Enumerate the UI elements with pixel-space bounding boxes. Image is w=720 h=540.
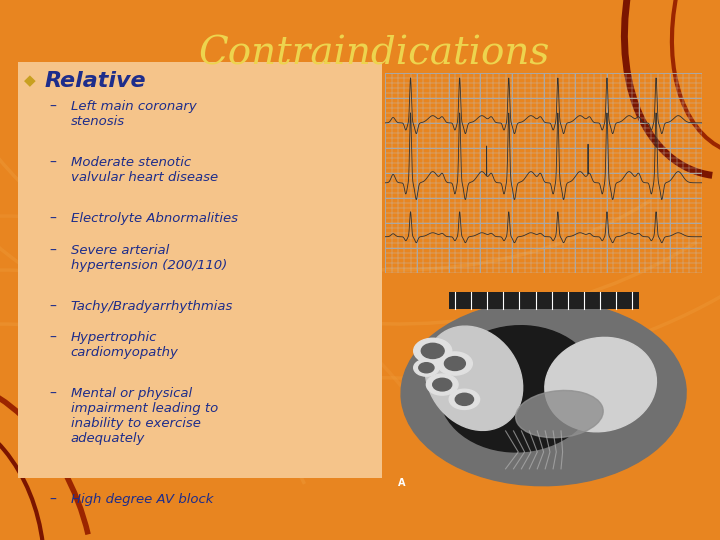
Ellipse shape bbox=[401, 300, 686, 485]
Text: –: – bbox=[49, 387, 56, 401]
Text: –: – bbox=[49, 156, 56, 170]
Ellipse shape bbox=[414, 359, 439, 376]
Ellipse shape bbox=[438, 352, 472, 375]
Text: Mental or physical
impairment leading to
inability to exercise
adequately: Mental or physical impairment leading to… bbox=[71, 387, 218, 445]
Text: Hypertrophic
cardiomyopathy: Hypertrophic cardiomyopathy bbox=[71, 331, 179, 359]
Text: Moderate stenotic
valvular heart disease: Moderate stenotic valvular heart disease bbox=[71, 156, 217, 184]
Text: Severe arterial
hypertension (200/110): Severe arterial hypertension (200/110) bbox=[71, 244, 227, 272]
FancyBboxPatch shape bbox=[18, 62, 382, 478]
Text: Relative: Relative bbox=[45, 71, 146, 91]
Ellipse shape bbox=[545, 338, 657, 432]
Text: –: – bbox=[49, 212, 56, 226]
Ellipse shape bbox=[516, 390, 603, 438]
Text: –: – bbox=[49, 331, 56, 345]
Ellipse shape bbox=[433, 378, 451, 391]
Text: –: – bbox=[49, 244, 56, 258]
Text: Electrolyte Abnormalities: Electrolyte Abnormalities bbox=[71, 212, 238, 225]
Text: ◆: ◆ bbox=[24, 73, 36, 88]
Text: Left main coronary
stenosis: Left main coronary stenosis bbox=[71, 100, 197, 128]
Ellipse shape bbox=[421, 343, 444, 359]
Ellipse shape bbox=[455, 393, 474, 406]
Text: Contraindications: Contraindications bbox=[199, 35, 550, 72]
Ellipse shape bbox=[414, 338, 451, 363]
Ellipse shape bbox=[425, 326, 523, 430]
Ellipse shape bbox=[439, 326, 598, 452]
Text: –: – bbox=[49, 493, 56, 507]
Ellipse shape bbox=[426, 374, 458, 395]
Text: –: – bbox=[49, 300, 56, 314]
Ellipse shape bbox=[449, 389, 480, 409]
Ellipse shape bbox=[419, 363, 434, 373]
Text: High degree AV block: High degree AV block bbox=[71, 493, 213, 506]
Text: A: A bbox=[398, 478, 405, 488]
Text: –: – bbox=[49, 100, 56, 114]
Text: Tachy/Bradyarrhythmias: Tachy/Bradyarrhythmias bbox=[71, 300, 233, 313]
Ellipse shape bbox=[444, 356, 465, 370]
Bar bbox=[449, 292, 639, 309]
